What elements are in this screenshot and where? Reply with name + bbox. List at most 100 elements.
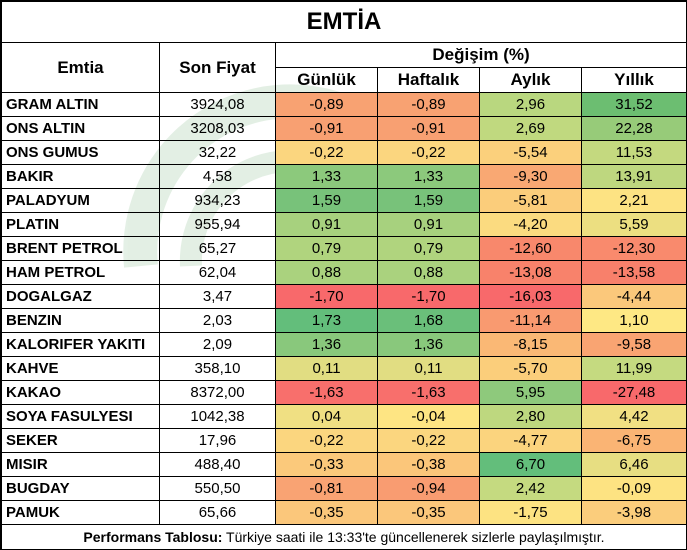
change-yillik: 13,91 xyxy=(580,164,687,189)
last-price: 32,22 xyxy=(159,140,276,165)
commodity-name: KAKAO xyxy=(1,380,160,405)
commodity-name: GRAM ALTIN xyxy=(1,92,160,117)
change-haftalik: -0,91 xyxy=(377,116,480,141)
change-yillik: 22,28 xyxy=(580,116,687,141)
change-haftalik: 1,33 xyxy=(377,164,480,189)
change-gunluk: -0,22 xyxy=(275,428,378,453)
table-row: GRAM ALTIN 3924,08 -0,89 -0,89 2,96 31,52 xyxy=(1,92,687,117)
change-haftalik: -1,70 xyxy=(377,284,480,309)
table-row: DOGALGAZ 3,47 -1,70 -1,70 -16,03 -4,44 xyxy=(1,284,687,309)
footer-note: Performans Tablosu: Türkiye saati ile 13… xyxy=(0,524,687,550)
change-haftalik: 0,88 xyxy=(377,260,480,285)
change-aylik: -8,15 xyxy=(479,332,582,357)
table-row: KAHVE 358,10 0,11 0,11 -5,70 11,99 xyxy=(1,356,687,381)
footer-text: Türkiye saati ile 13:33'te güncellenerek… xyxy=(222,529,605,545)
change-aylik: -5,54 xyxy=(479,140,582,165)
table-row: KALORIFER YAKITI 2,09 1,36 1,36 -8,15 -9,58 xyxy=(1,332,687,357)
change-gunluk: 0,04 xyxy=(275,404,378,429)
change-aylik: -13,08 xyxy=(479,260,582,285)
column-header-son-fiyat: Son Fiyat xyxy=(159,42,276,93)
change-yillik: -27,48 xyxy=(580,380,687,405)
last-price: 955,94 xyxy=(159,212,276,237)
commodity-name: PLATIN xyxy=(1,212,160,237)
change-aylik: -16,03 xyxy=(479,284,582,309)
last-price: 2,03 xyxy=(159,308,276,333)
change-haftalik: -0,94 xyxy=(377,476,480,501)
last-price: 65,27 xyxy=(159,236,276,261)
change-haftalik: 1,36 xyxy=(377,332,480,357)
change-aylik: 2,96 xyxy=(479,92,582,117)
change-aylik: -12,60 xyxy=(479,236,582,261)
change-aylik: -11,14 xyxy=(479,308,582,333)
change-haftalik: 0,11 xyxy=(377,356,480,381)
page-title: EMTİA xyxy=(0,1,687,43)
change-yillik: 11,99 xyxy=(580,356,687,381)
change-aylik: 2,42 xyxy=(479,476,582,501)
commodity-name: KAHVE xyxy=(1,356,160,381)
change-haftalik: -0,38 xyxy=(377,452,480,477)
table-row: ONS ALTIN 3208,03 -0,91 -0,91 2,69 22,28 xyxy=(1,116,687,141)
change-yillik: -3,98 xyxy=(580,500,687,525)
last-price: 1042,38 xyxy=(159,404,276,429)
change-haftalik: -0,89 xyxy=(377,92,480,117)
change-haftalik: 0,79 xyxy=(377,236,480,261)
change-aylik: 2,69 xyxy=(479,116,582,141)
change-gunluk: -0,91 xyxy=(275,116,378,141)
change-gunluk: 0,79 xyxy=(275,236,378,261)
table-row: SOYA FASULYESI 1042,38 0,04 -0,04 2,80 4,42 xyxy=(1,404,687,429)
change-yillik: 6,46 xyxy=(580,452,687,477)
change-aylik: 6,70 xyxy=(479,452,582,477)
last-price: 488,40 xyxy=(159,452,276,477)
last-price: 3208,03 xyxy=(159,116,276,141)
change-yillik: 31,52 xyxy=(580,92,687,117)
column-header-gunluk: Günlük xyxy=(275,67,378,93)
column-header-aylik: Aylık xyxy=(479,67,582,93)
change-haftalik: -0,22 xyxy=(377,140,480,165)
table-row: PLATIN 955,94 0,91 0,91 -4,20 5,59 xyxy=(1,212,687,237)
table-row: PALADYUM 934,23 1,59 1,59 -5,81 2,21 xyxy=(1,188,687,213)
change-yillik: 5,59 xyxy=(580,212,687,237)
last-price: 62,04 xyxy=(159,260,276,285)
table-row: MISIR 488,40 -0,33 -0,38 6,70 6,46 xyxy=(1,452,687,477)
commodity-name: MISIR xyxy=(1,452,160,477)
change-gunluk: -1,63 xyxy=(275,380,378,405)
change-yillik: 1,10 xyxy=(580,308,687,333)
commodity-name: BAKIR xyxy=(1,164,160,189)
last-price: 4,58 xyxy=(159,164,276,189)
commodity-name: BRENT PETROL xyxy=(1,236,160,261)
table-row: HAM PETROL 62,04 0,88 0,88 -13,08 -13,58 xyxy=(1,260,687,285)
change-haftalik: 0,91 xyxy=(377,212,480,237)
table-row: BRENT PETROL 65,27 0,79 0,79 -12,60 -12,30 xyxy=(1,236,687,261)
change-gunluk: 0,88 xyxy=(275,260,378,285)
change-yillik: -6,75 xyxy=(580,428,687,453)
change-gunluk: 1,59 xyxy=(275,188,378,213)
commodity-name: ONS GUMUS xyxy=(1,140,160,165)
commodity-name: SOYA FASULYESI xyxy=(1,404,160,429)
change-yillik: -0,09 xyxy=(580,476,687,501)
last-price: 3,47 xyxy=(159,284,276,309)
last-price: 934,23 xyxy=(159,188,276,213)
last-price: 17,96 xyxy=(159,428,276,453)
change-gunluk: -0,81 xyxy=(275,476,378,501)
change-yillik: -13,58 xyxy=(580,260,687,285)
column-group-header-degisim: Değişim (%) xyxy=(274,42,687,68)
change-gunluk: 1,73 xyxy=(275,308,378,333)
commodity-name: PALADYUM xyxy=(1,188,160,213)
change-aylik: -5,70 xyxy=(479,356,582,381)
column-header-emtia: Emtia xyxy=(1,42,160,93)
commodity-name: KALORIFER YAKITI xyxy=(1,332,160,357)
change-gunluk: -0,35 xyxy=(275,500,378,525)
last-price: 2,09 xyxy=(159,332,276,357)
table-row: BENZIN 2,03 1,73 1,68 -11,14 1,10 xyxy=(1,308,687,333)
change-gunluk: -0,33 xyxy=(275,452,378,477)
change-gunluk: 0,91 xyxy=(275,212,378,237)
change-aylik: -9,30 xyxy=(479,164,582,189)
change-aylik: -4,77 xyxy=(479,428,582,453)
change-haftalik: -0,35 xyxy=(377,500,480,525)
last-price: 8372,00 xyxy=(159,380,276,405)
change-yillik: 11,53 xyxy=(580,140,687,165)
commodity-name: BUGDAY xyxy=(1,476,160,501)
last-price: 550,50 xyxy=(159,476,276,501)
change-haftalik: -0,04 xyxy=(377,404,480,429)
